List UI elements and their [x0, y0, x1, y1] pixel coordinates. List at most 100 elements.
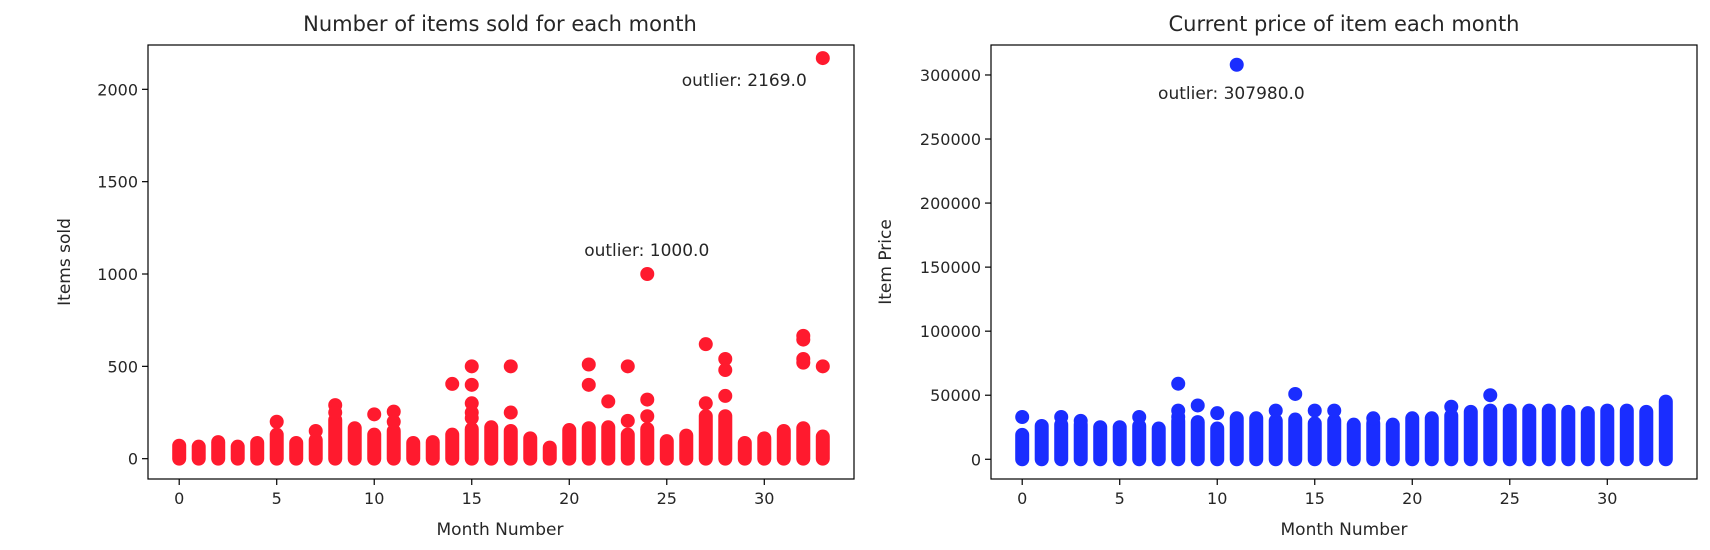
- data-point: [581, 357, 596, 372]
- data-point: [308, 423, 323, 438]
- chart-title: Current price of item each month: [1168, 12, 1519, 36]
- point-stack: [796, 421, 811, 466]
- data-point: [796, 355, 811, 370]
- data-point: [1366, 411, 1381, 426]
- data-point: [640, 267, 655, 282]
- point-stack: [1385, 417, 1400, 467]
- data-point: [1171, 376, 1186, 391]
- y-axis-label: Item Price: [876, 219, 896, 305]
- point-stack: [718, 409, 733, 466]
- data-point: [1229, 57, 1244, 72]
- chart-title: Number of items sold for each month: [303, 12, 697, 36]
- x-tick-label: 20: [1402, 489, 1422, 508]
- point-stack: [1405, 411, 1420, 467]
- data-point: [1483, 388, 1498, 403]
- point-stack: [1639, 404, 1654, 467]
- point-stack: [1483, 403, 1498, 467]
- y-tick-label: 1000: [97, 265, 138, 284]
- y-tick-label: 150000: [920, 258, 981, 277]
- point-stack: [1522, 403, 1537, 467]
- point-stack: [1073, 417, 1088, 467]
- data-point: [1444, 399, 1459, 414]
- x-axis: 0 5 10 15 20 25 30: [1017, 479, 1617, 508]
- y-axis: 0 500 1000 1500 2000: [97, 80, 148, 469]
- data-point: [1171, 410, 1186, 424]
- point-stack: [1112, 420, 1127, 467]
- x-axis: 0 5 10 15 20 25 30: [174, 479, 774, 508]
- point-stack: [289, 435, 304, 466]
- x-tick-label: 30: [1597, 489, 1617, 508]
- data-point: [328, 405, 343, 420]
- point-stack: [191, 439, 206, 466]
- point-stack: [640, 422, 655, 466]
- point-stack: [562, 423, 577, 466]
- data-point: [1268, 403, 1283, 418]
- data-point: [367, 407, 382, 422]
- y-tick-label: 200000: [920, 194, 981, 213]
- point-stack: [1229, 411, 1244, 467]
- point-stack: [1619, 403, 1634, 467]
- data-point: [503, 405, 518, 420]
- data-point: [386, 414, 401, 429]
- data-point: [464, 411, 479, 426]
- annotations: outlier: 307980.0: [1158, 84, 1305, 104]
- point-stack: [367, 427, 382, 466]
- x-tick-label: 10: [364, 489, 384, 508]
- data-point: [698, 396, 713, 411]
- point-stack: [445, 427, 460, 466]
- x-tick-label: 25: [1500, 489, 1520, 508]
- point-stack: [1561, 404, 1576, 467]
- point-stack: [230, 439, 245, 466]
- data-point: [718, 388, 733, 403]
- point-stack: [406, 435, 421, 466]
- outlier-annotation: outlier: 1000.0: [584, 241, 709, 261]
- y-axis: 0 50000 100000 150000 200000 250000 300000: [920, 66, 991, 469]
- point-stack: [211, 435, 226, 466]
- y-tick-label: 100000: [920, 322, 981, 341]
- x-tick-label: 15: [462, 489, 482, 508]
- data-point: [464, 359, 479, 374]
- data-point: [1327, 403, 1342, 418]
- point-stack: [620, 427, 635, 466]
- data-point: [718, 363, 733, 378]
- point-stack: [386, 423, 401, 466]
- point-stack: [172, 438, 187, 466]
- point-stack: [250, 435, 265, 466]
- point-stack: [1327, 413, 1342, 467]
- chart-items-sold: Number of items sold for each month 0 5 10…: [55, 12, 855, 540]
- y-tick-label: 300000: [920, 66, 981, 85]
- point-stack: [1502, 403, 1517, 467]
- data-point: [1307, 403, 1322, 418]
- y-tick-label: 50000: [930, 386, 981, 405]
- point-stack: [1171, 413, 1186, 467]
- data-point: [815, 359, 830, 374]
- outlier-annotation: outlier: 307980.0: [1158, 84, 1305, 104]
- x-tick-label: 25: [657, 489, 677, 508]
- point-stack: [1093, 420, 1108, 467]
- point-stack: [1288, 412, 1303, 467]
- point-stack: [1444, 408, 1459, 467]
- point-stack: [659, 434, 674, 466]
- point-stack: [1151, 421, 1166, 467]
- x-tick-label: 10: [1207, 489, 1227, 508]
- annotations: outlier: 1000.0 outlier: 2169.0: [584, 71, 807, 261]
- data-point: [698, 337, 713, 352]
- point-stack: [1307, 416, 1322, 467]
- point-stack: [1210, 421, 1225, 467]
- data-point: [815, 51, 830, 66]
- data-point: [464, 377, 479, 392]
- point-stack: [1463, 404, 1478, 467]
- y-tick-label: 500: [107, 357, 138, 376]
- outlier-annotation: outlier: 2169.0: [682, 71, 807, 91]
- point-stack: [328, 412, 343, 466]
- point-stack: [1541, 403, 1556, 467]
- point-stack: [1249, 411, 1264, 467]
- point-stack: [503, 423, 518, 466]
- data-point: [503, 359, 518, 374]
- point-stack: [1054, 417, 1069, 467]
- point-stack: [815, 429, 830, 466]
- data-point: [620, 413, 635, 428]
- point-stack: [601, 420, 616, 466]
- point-stack: [308, 433, 323, 466]
